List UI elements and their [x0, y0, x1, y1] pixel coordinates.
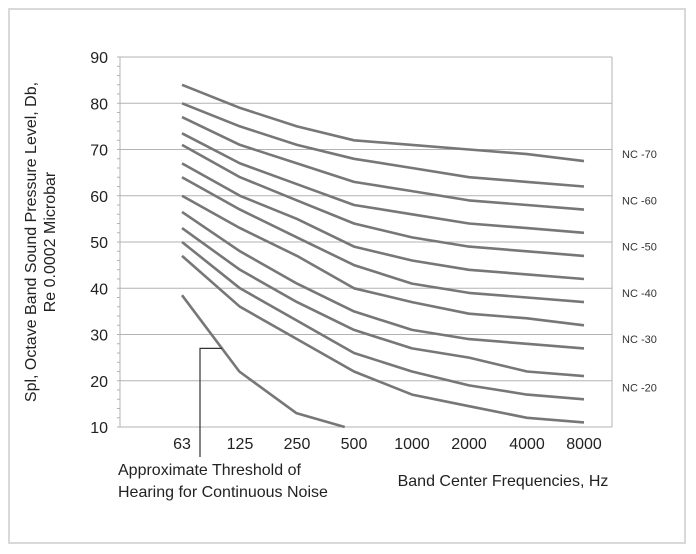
y-axis-title: Spl, Octave Band Sound Pressure Level, D… — [23, 82, 40, 402]
threshold-pointer — [199, 347, 222, 457]
y-tick-label: 50 — [90, 235, 108, 252]
y-tick-label: 70 — [90, 143, 108, 160]
y-tick-label: 10 — [90, 420, 108, 437]
threshold-label: Hearing for Continuous Noise — [118, 484, 328, 501]
x-tick-label: 8000 — [566, 436, 602, 453]
y-tick-label: 60 — [90, 189, 108, 206]
y-tick-label: 90 — [90, 50, 108, 67]
threshold-label: Approximate Threshold of — [118, 462, 301, 479]
x-tick-label: 500 — [341, 436, 368, 453]
y-tick-label: 80 — [90, 96, 108, 113]
x-tick-label: 250 — [284, 436, 311, 453]
nc-label: NC -30 — [622, 334, 657, 346]
x-tick-label: 1000 — [394, 436, 430, 453]
nc-curve — [181, 176, 585, 304]
nc-label: NC -60 — [622, 195, 657, 207]
nc-curve — [181, 132, 585, 235]
nc-curve — [181, 194, 585, 327]
x-tick-label: 125 — [227, 436, 254, 453]
nc-label: NC -70 — [622, 149, 657, 161]
x-tick-label: 2000 — [451, 436, 487, 453]
x-tick-label: 63 — [173, 436, 191, 453]
nc-curve — [181, 210, 585, 350]
nc-curve — [181, 240, 585, 401]
nc-label: NC -40 — [622, 288, 657, 300]
threshold-curve — [180, 294, 346, 429]
x-tick-label: 4000 — [509, 436, 545, 453]
nc-label: NC -50 — [622, 242, 657, 254]
y-tick-label: 20 — [90, 374, 108, 391]
nc-curve — [181, 115, 585, 211]
nc-label: NC -20 — [622, 383, 657, 395]
nc-curve — [181, 227, 585, 378]
nc-curve — [181, 254, 585, 424]
y-tick-label: 40 — [90, 281, 108, 298]
nc-curve — [181, 162, 585, 281]
chart-frame — [8, 8, 686, 544]
nc-curve — [181, 102, 585, 188]
y-axis-title: Re 0.0002 Microbar — [42, 171, 59, 312]
y-tick-label: 30 — [90, 328, 108, 345]
x-axis-title: Band Center Frequencies, Hz — [398, 473, 609, 490]
nc-curve — [181, 143, 585, 258]
nc-curve — [181, 83, 585, 163]
